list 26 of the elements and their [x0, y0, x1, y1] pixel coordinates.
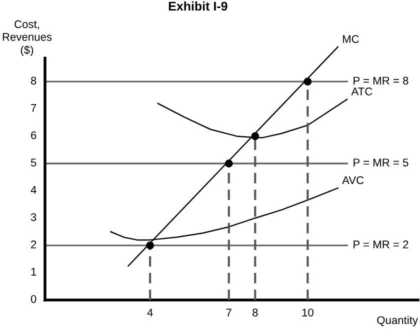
x-tick-label: 7	[226, 308, 232, 316]
series-label: ATC	[351, 88, 372, 96]
y-tick-label: 3	[30, 213, 36, 222]
x-tick-label: 4	[147, 308, 153, 316]
point	[146, 241, 154, 250]
point	[251, 132, 260, 140]
y-tick-label: 1	[31, 268, 36, 276]
y-tick-label: 8	[30, 76, 36, 85]
series-label: MC	[342, 35, 359, 43]
series-label: AVC	[342, 176, 364, 184]
x-axis-title: Quantity	[377, 316, 418, 326]
y-tick-label: 2	[31, 240, 36, 248]
ref-line-label: P = MR = 2	[354, 240, 408, 248]
point	[224, 160, 233, 168]
y-axis-title: Cost, Revenues ($)	[2, 20, 52, 56]
chart-title: Exhibit I-9	[168, 1, 228, 11]
ref-line-label: P = MR = 5	[354, 158, 408, 166]
y-tick-label: 6	[31, 131, 36, 140]
point	[304, 78, 312, 86]
y-tick-label: 0	[30, 295, 36, 303]
ref-line-label: P = MR = 8	[354, 76, 408, 85]
x-tick-label: 10	[302, 308, 314, 316]
y-tick-label: 5	[30, 158, 36, 166]
y-tick-label: 7	[31, 104, 36, 112]
x-tick-label: 8	[252, 308, 258, 316]
y-tick-label: 4	[30, 186, 36, 194]
